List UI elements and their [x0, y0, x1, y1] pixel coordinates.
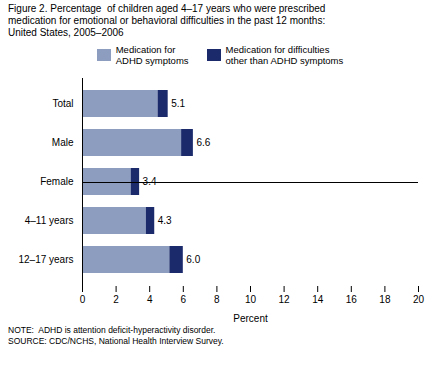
svg-text:10: 10: [245, 294, 257, 305]
svg-text:Male: Male: [52, 137, 74, 148]
svg-text:5.1: 5.1: [171, 98, 185, 109]
svg-text:8: 8: [214, 294, 220, 305]
svg-text:Female: Female: [40, 176, 74, 187]
html-text:Medication for ADHD symptoms: Medication for ADHD symptoms: [115, 44, 189, 66]
html-text:Figure 2. Percentage of childr: Figure 2. Percentage of children aged 4–…: [8, 3, 326, 38]
svg-text:6.0: 6.0: [186, 254, 200, 265]
svg-text:Total: Total: [52, 98, 73, 109]
svg-text:3.4: 3.4: [143, 176, 157, 187]
html-text:NOTE: ADHD is attention defici: NOTE: ADHD is attention deficit-hyperact…: [8, 325, 224, 346]
svg-text:12: 12: [279, 294, 291, 305]
svg-text:Percent: Percent: [233, 313, 268, 324]
svg-text:18: 18: [379, 294, 391, 305]
svg-text:2: 2: [113, 294, 119, 305]
svg-text:0: 0: [80, 294, 86, 305]
html-text:Medication for difficulties ot: Medication for difficulties other than A…: [225, 44, 344, 66]
svg-text:4–11 years: 4–11 years: [25, 215, 74, 226]
svg-text:6: 6: [181, 294, 187, 305]
svg-text:4.3: 4.3: [158, 215, 172, 226]
svg-text:6.6: 6.6: [196, 137, 210, 148]
svg-text:14: 14: [312, 294, 324, 305]
svg-text:16: 16: [346, 294, 358, 305]
svg-text:20: 20: [413, 294, 425, 305]
svg-text:4: 4: [147, 294, 153, 305]
svg-text:12–17 years: 12–17 years: [18, 254, 73, 265]
